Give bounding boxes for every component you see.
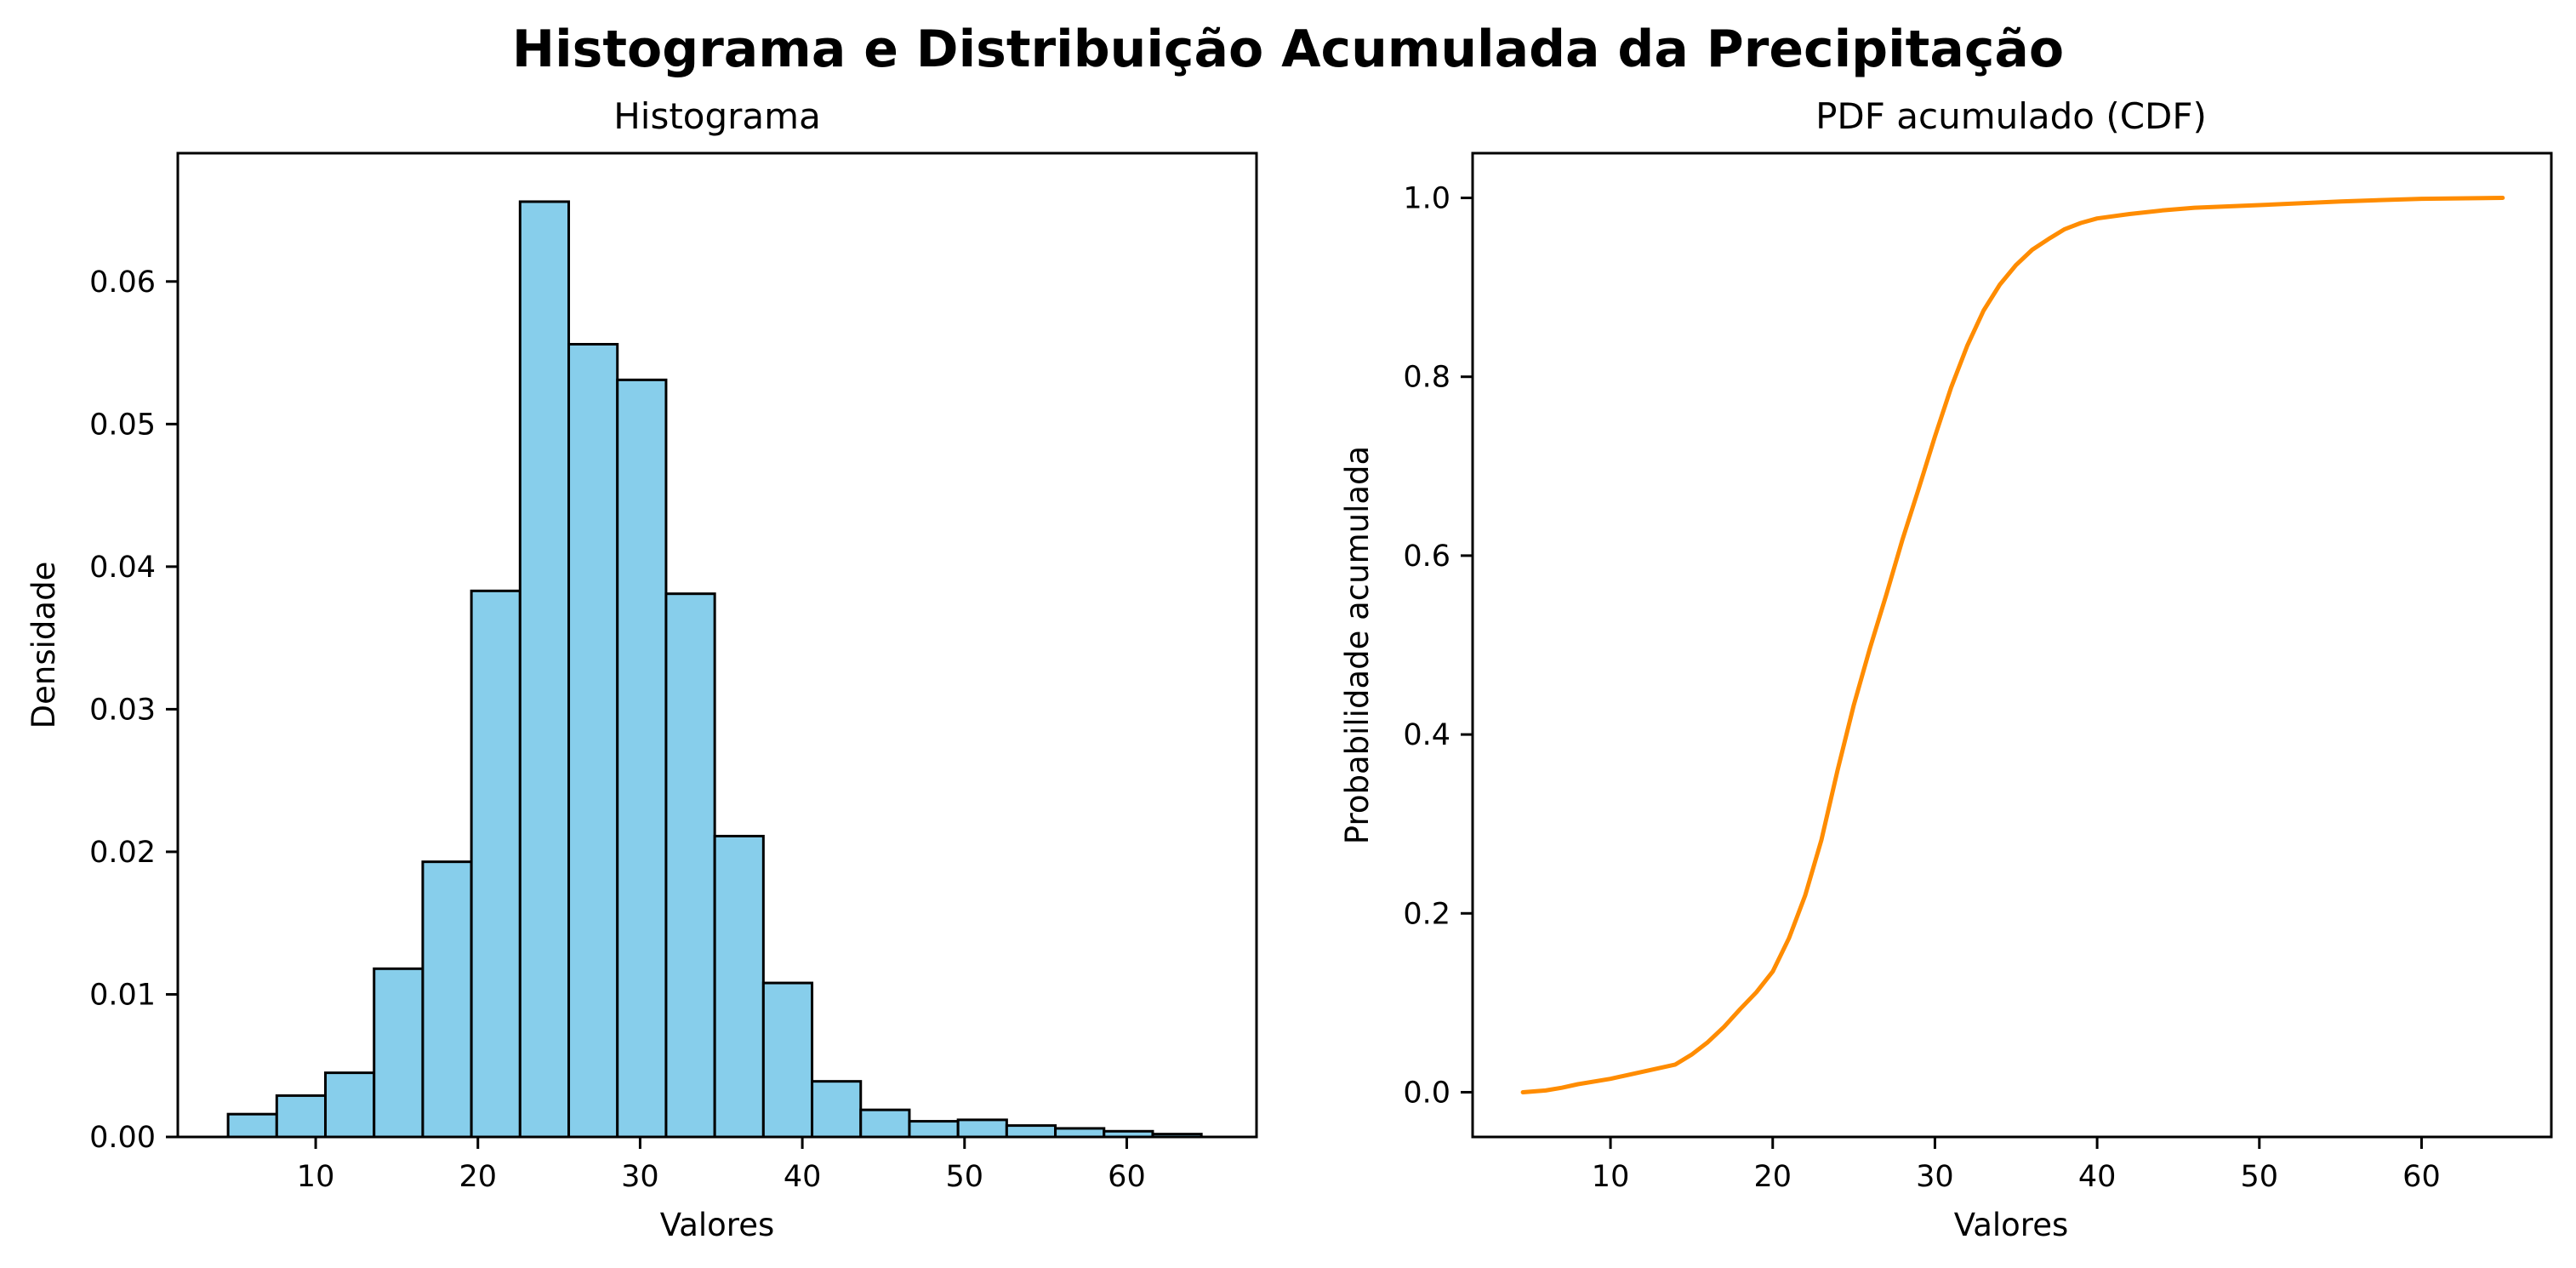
cdf-y-ticks: 0.0 0.2 0.4 0.6 0.8 1.0 xyxy=(1403,182,1473,1110)
histogram-bar xyxy=(226,1112,278,1139)
histogram-bar xyxy=(470,589,521,1139)
histogram-bars xyxy=(226,200,1203,1139)
histogram-x-tick-label: 40 xyxy=(784,1160,822,1194)
cdf-x-tick-label: 20 xyxy=(1753,1160,1792,1194)
histogram-bar xyxy=(761,981,814,1139)
histogram-x-tick-label: 60 xyxy=(1108,1160,1146,1194)
histogram-bar xyxy=(373,967,425,1139)
cdf-line xyxy=(1520,196,2505,1094)
histogram-y-tick-label: 0.06 xyxy=(89,266,156,300)
histogram-x-tick-label: 30 xyxy=(621,1160,659,1194)
cdf-x-tick-label: 60 xyxy=(2402,1160,2441,1194)
histogram-y-label: Densidade xyxy=(26,562,62,729)
histogram-axes-frame xyxy=(176,151,1258,1139)
histogram-y-tick-label: 0.01 xyxy=(89,978,156,1012)
histogram-y-tick-label: 0.05 xyxy=(89,408,156,442)
histogram-x-label: Valores xyxy=(660,1207,774,1243)
histogram-bar xyxy=(1054,1127,1106,1139)
cdf-x-ticks: 10 20 30 40 50 60 xyxy=(1592,1137,2441,1194)
cdf-x-tick-label: 30 xyxy=(1916,1160,1954,1194)
histogram-y-tick-label: 0.04 xyxy=(89,551,156,585)
cdf-x-tick-label: 50 xyxy=(2241,1160,2279,1194)
cdf-axes-frame xyxy=(1471,151,2553,1139)
histogram-bar xyxy=(518,200,571,1139)
histogram-bar xyxy=(956,1118,1008,1139)
histogram-y-tick-label: 0.03 xyxy=(89,693,156,727)
cdf-y-tick-label: 0.4 xyxy=(1403,718,1450,752)
cdf-y-tick-label: 0.8 xyxy=(1403,361,1450,395)
histogram-panel: Histograma 10 20 30 40 50 60 0.00 0.01 0.02 0.03… xyxy=(26,95,1258,1243)
histogram-bar xyxy=(908,1120,960,1139)
histogram-bar xyxy=(421,860,473,1139)
cdf-panel: PDF acumulado (CDF) 10 20 30 40 50 60 0.00.20… xyxy=(1339,95,2553,1243)
histogram-bar xyxy=(275,1094,328,1139)
figure-title: Histograma e Distribuição Acumulada da P… xyxy=(512,20,2064,79)
cdf-title: PDF acumulado (CDF) xyxy=(1815,95,2207,137)
histogram-x-ticks: 10 20 30 40 50 60 xyxy=(297,1137,1146,1194)
histogram-bar xyxy=(811,1080,863,1139)
histogram-bar xyxy=(713,834,765,1139)
cdf-x-tick-label: 10 xyxy=(1592,1160,1630,1194)
histogram-bar xyxy=(567,342,619,1139)
histogram-bar xyxy=(859,1108,911,1139)
histogram-bar xyxy=(616,378,668,1139)
histogram-y-tick-label: 0.02 xyxy=(89,836,156,870)
cdf-y-tick-label: 0.6 xyxy=(1403,540,1450,574)
cdf-y-tick-label: 0.0 xyxy=(1403,1076,1450,1110)
histogram-bar xyxy=(1005,1124,1057,1139)
histogram-y-tick-label: 0.00 xyxy=(89,1121,156,1155)
histogram-title: Histograma xyxy=(613,95,821,137)
histogram-y-ticks: 0.00 0.01 0.02 0.03 0.04 0.05 0.06 xyxy=(89,266,178,1155)
cdf-y-label: Probabilidade acumulada xyxy=(1339,446,1376,844)
histogram-bar xyxy=(664,592,716,1139)
histogram-x-tick-label: 20 xyxy=(459,1160,497,1194)
histogram-x-tick-label: 50 xyxy=(946,1160,984,1194)
cdf-y-tick-label: 0.2 xyxy=(1403,897,1450,931)
cdf-x-label: Valores xyxy=(1954,1207,2068,1243)
histogram-x-tick-label: 10 xyxy=(297,1160,335,1194)
histogram-bar xyxy=(324,1071,376,1139)
cdf-y-tick-label: 1.0 xyxy=(1403,182,1450,216)
cdf-x-tick-label: 40 xyxy=(2078,1160,2117,1194)
